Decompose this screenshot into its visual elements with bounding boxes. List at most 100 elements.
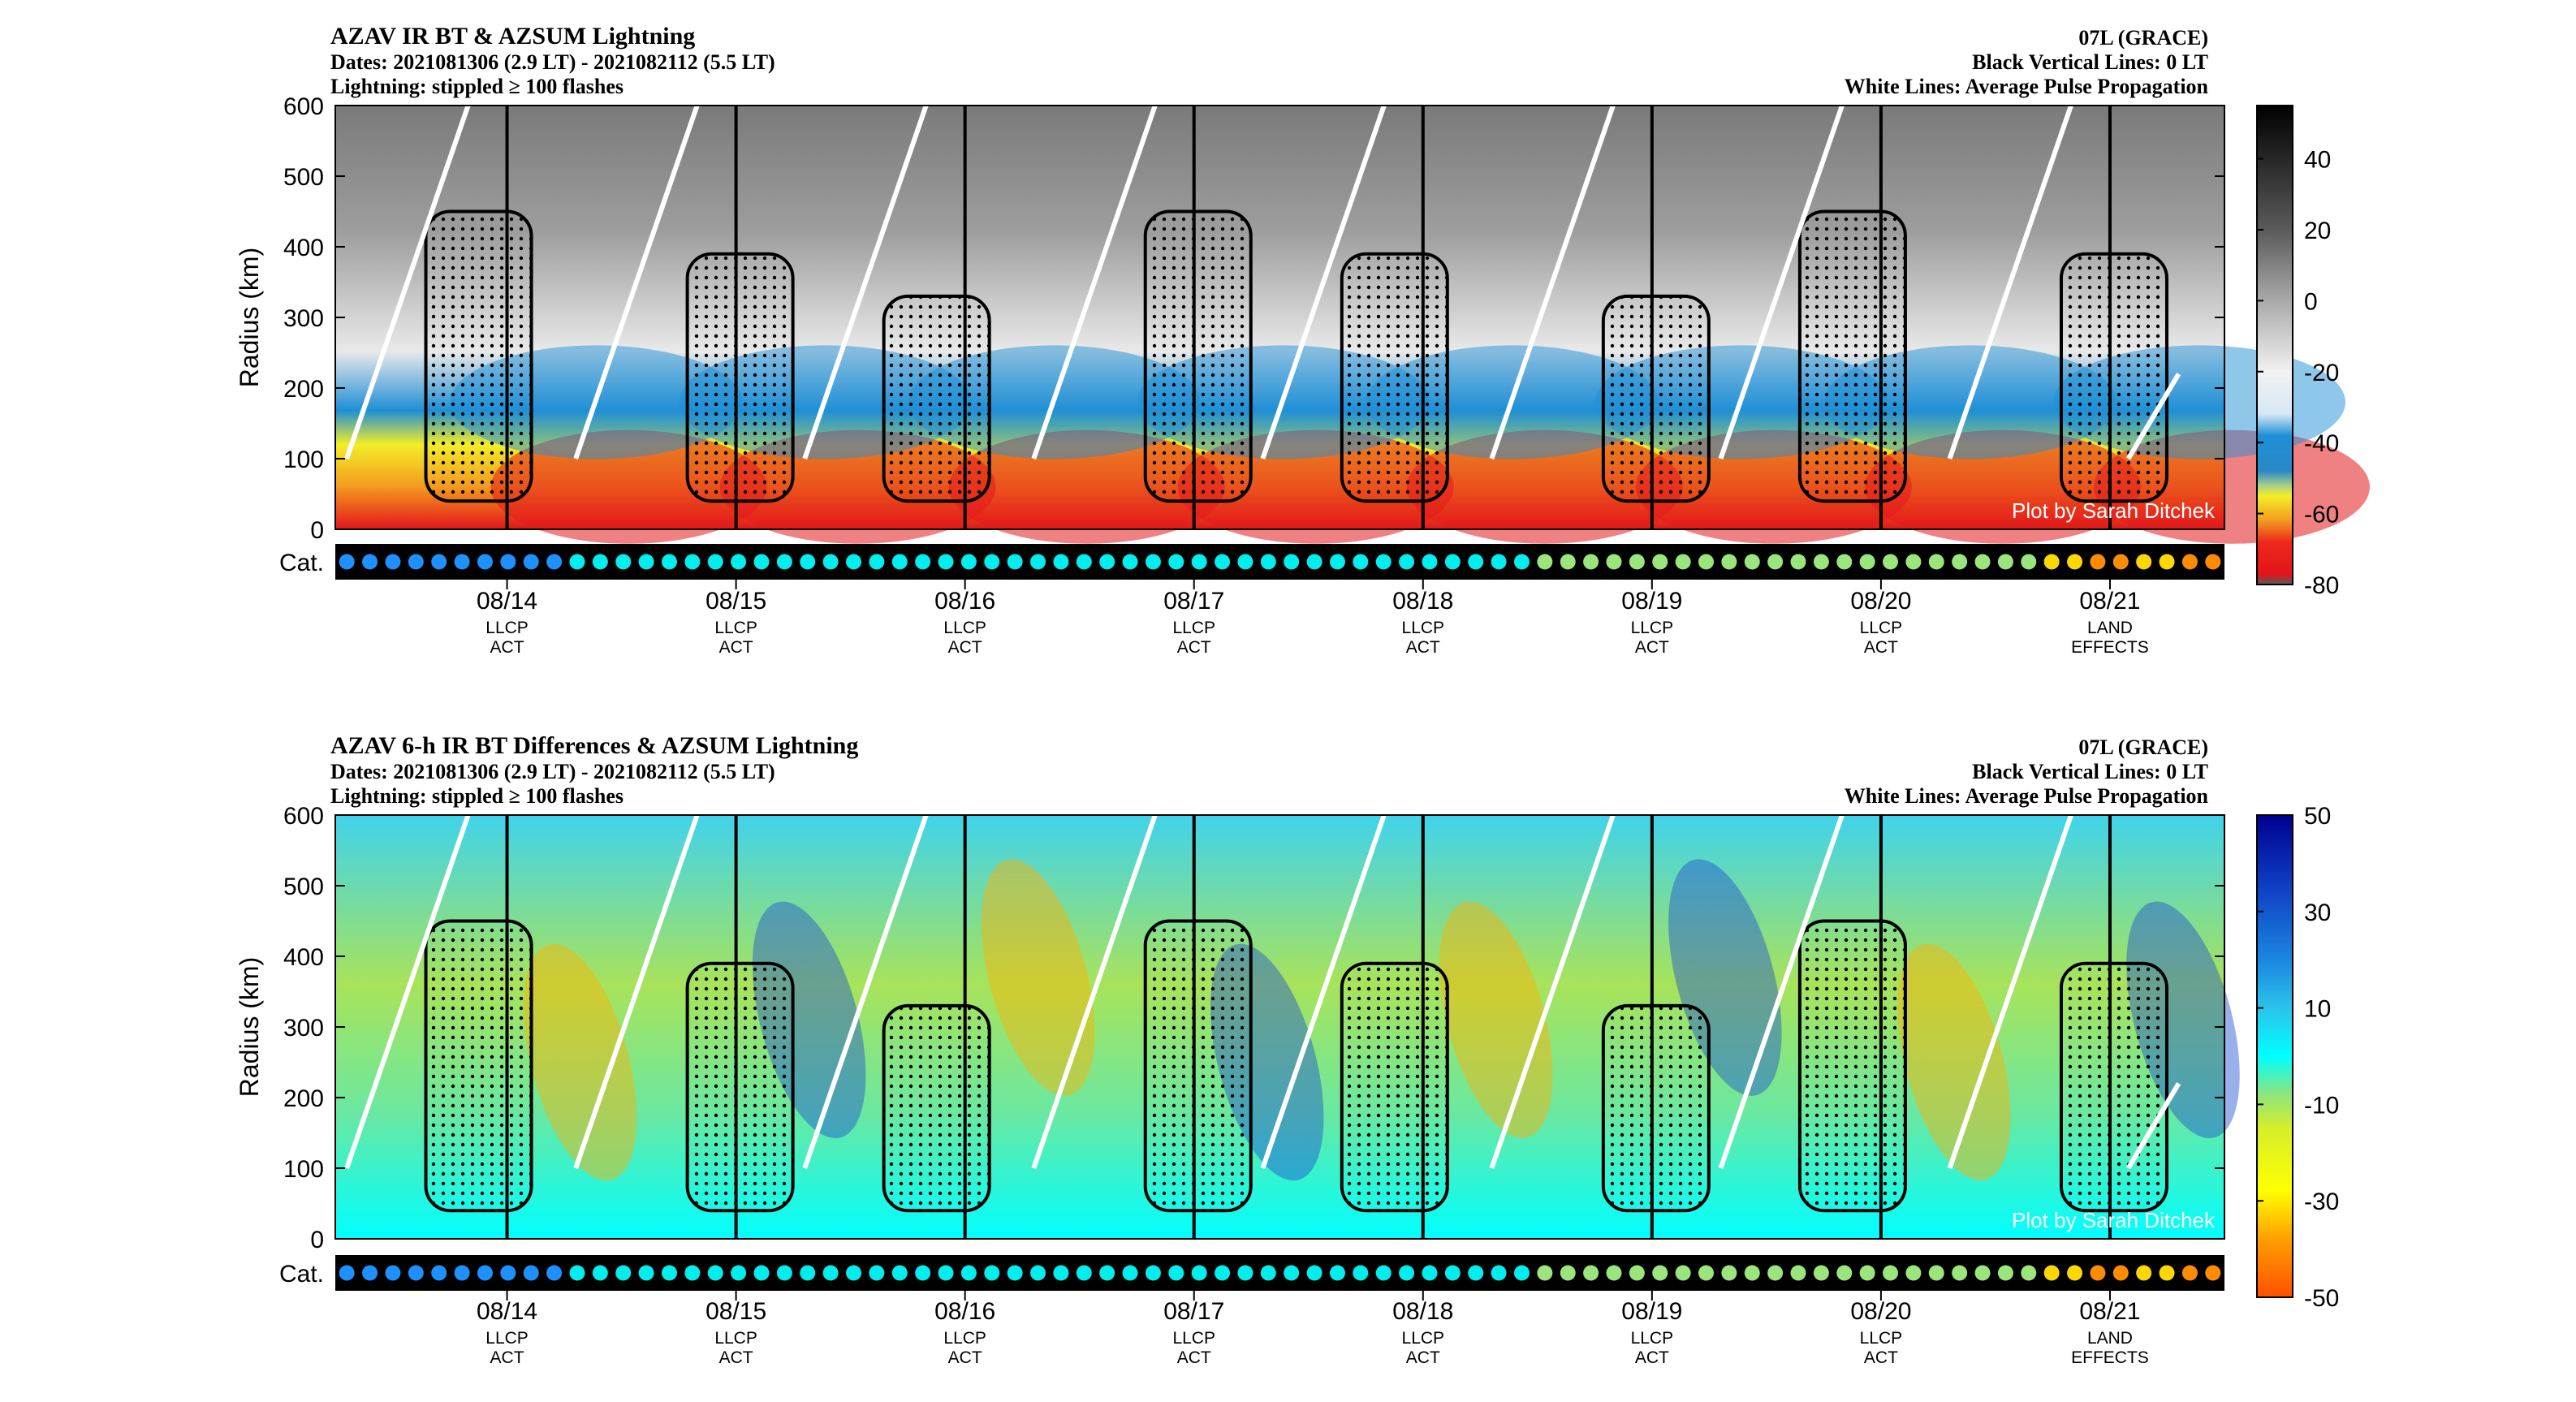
category-dot <box>1652 1265 1668 1281</box>
category-dot <box>1905 1265 1922 1281</box>
category-dot <box>592 1265 608 1281</box>
category-dot <box>1952 554 1968 570</box>
top-white-lines-note: White Lines: Average Pulse Propagation <box>1844 75 2208 98</box>
lightning-stipple-region <box>882 1003 991 1213</box>
phase-label: ACT <box>1864 638 1898 657</box>
y-tick-label: 100 <box>283 1156 324 1183</box>
category-dot <box>1399 1265 1415 1281</box>
category-dot <box>1099 554 1115 570</box>
lightning-stipple-region <box>1340 961 1449 1213</box>
category-dot <box>1583 554 1599 570</box>
phase-label: ACT <box>719 638 753 657</box>
y-tick-label: 400 <box>283 944 324 971</box>
top-title: AZAV IR BT & AZSUM Lightning <box>330 23 696 50</box>
colorbar-tick-label: -50 <box>2304 1285 2339 1312</box>
x-tick-label: 08/17 <box>1163 1298 1224 1325</box>
colorbar-tick-label: -20 <box>2304 360 2339 386</box>
phase-label: LLCP <box>1172 1329 1215 1348</box>
category-dot <box>661 1265 677 1281</box>
white-pulse-line <box>1947 814 2073 1169</box>
y-tick-label: 500 <box>283 164 324 191</box>
phase-label: LLCP <box>943 1329 986 1348</box>
category-dot <box>1928 1265 1944 1281</box>
bottom-dates: Dates: 2021081306 (2.9 LT) - 2021082112 … <box>330 760 775 783</box>
white-pulse-line <box>2125 1082 2181 1170</box>
lightning-stipple-region <box>2059 961 2168 1213</box>
category-dot <box>1145 1265 1161 1281</box>
phase-label: LAND <box>2087 1329 2133 1348</box>
white-pulse-line <box>1260 814 1387 1169</box>
category-dot <box>1997 1265 2013 1281</box>
y-tick-label: 600 <box>283 803 324 830</box>
y-tick-label: 600 <box>283 93 324 120</box>
y-tick-label: 100 <box>283 446 324 473</box>
category-dot <box>1513 1265 1530 1281</box>
category-dot <box>776 1265 792 1281</box>
category-dot <box>984 1265 1000 1281</box>
x-tick-label: 08/16 <box>934 588 995 615</box>
colorbar-tick-label: -40 <box>2304 430 2339 457</box>
phase-label: EFFECTS <box>2071 638 2149 657</box>
category-dot <box>1698 554 1714 570</box>
category-dot <box>569 1265 585 1281</box>
category-dot <box>869 1265 885 1281</box>
lightning-stipple-region <box>2059 252 2168 503</box>
category-dot <box>431 554 447 570</box>
category-dot <box>431 1265 447 1281</box>
category-dot <box>523 1265 539 1281</box>
colorbar-tick-label: 20 <box>2304 218 2331 244</box>
x-tick-label: 08/21 <box>2079 588 2140 615</box>
category-dot <box>822 1265 839 1281</box>
top-dates: Dates: 2021081306 (2.9 LT) - 2021082112 … <box>330 50 775 74</box>
category-dot <box>753 1265 770 1281</box>
category-dot <box>1329 554 1345 570</box>
category-dot <box>1952 1265 1968 1281</box>
lightning-stipple-region <box>1797 209 1907 503</box>
phase-label: LLCP <box>1631 619 1674 637</box>
colorbar-tick-label: -80 <box>2304 572 2339 599</box>
difference-band <box>523 943 637 1181</box>
category-dot <box>1560 1265 1576 1281</box>
category-dot <box>1306 1265 1323 1281</box>
category-dot <box>500 1265 516 1281</box>
category-dot <box>1997 554 2013 570</box>
phase-label: ACT <box>948 1348 982 1367</box>
top-lightning-note: Lightning: stippled ≥ 100 flashes <box>330 75 624 98</box>
category-dot <box>822 554 839 570</box>
bottom-storm: 07L (GRACE) <box>2078 736 2208 759</box>
colorbar-tick-label: -10 <box>2304 1092 2339 1119</box>
category-dot <box>661 554 677 570</box>
category-dot <box>2067 554 2083 570</box>
category-dot <box>1491 1265 1507 1281</box>
lightning-stipple-region <box>424 919 533 1213</box>
x-tick-label: 08/20 <box>1850 1298 1911 1325</box>
category-dot <box>2159 1265 2175 1281</box>
category-dot <box>1422 554 1438 570</box>
category-dot <box>2067 1265 2083 1281</box>
y-tick-label: 200 <box>283 1085 324 1112</box>
category-dot <box>2090 554 2106 570</box>
category-dot <box>1353 1265 1369 1281</box>
lightning-stipple-region <box>1601 294 1711 503</box>
category-dot <box>2205 1265 2221 1281</box>
category-dot <box>1145 554 1161 570</box>
phase-label: ACT <box>948 638 982 657</box>
category-dot <box>638 554 654 570</box>
category-dot <box>1007 1265 1023 1281</box>
category-dot <box>1928 554 1944 570</box>
category-dot <box>960 554 977 570</box>
colorbar-tick-label: 0 <box>2304 288 2318 315</box>
bottom-lightning-note: Lightning: stippled ≥ 100 flashes <box>330 784 624 808</box>
white-pulse-line <box>802 105 929 459</box>
category-dot <box>454 1265 470 1281</box>
category-dot <box>1260 554 1276 570</box>
bottom-white-lines-note: White Lines: Average Pulse Propagation <box>1844 784 2208 808</box>
category-dot <box>891 554 908 570</box>
category-dot <box>2112 1265 2129 1281</box>
category-dot <box>1422 1265 1438 1281</box>
y-tick-label: 200 <box>283 376 324 403</box>
category-dot <box>1744 1265 1760 1281</box>
lightning-stipple-region <box>1797 919 1907 1213</box>
